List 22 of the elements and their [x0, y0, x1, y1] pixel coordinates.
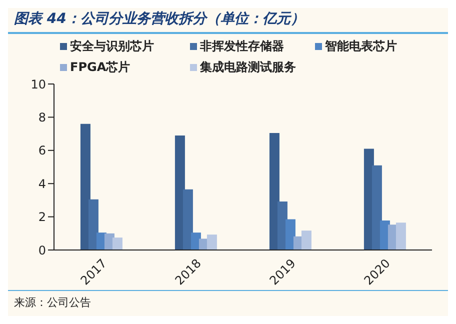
y-tick-label: 6	[38, 144, 46, 158]
bar	[206, 234, 217, 250]
chart-title: 图表 44：公司分业务营收拆分（单位：亿元）	[8, 8, 448, 34]
y-tick-label: 0	[38, 243, 46, 258]
legend-label: 集成电路测试服务	[200, 59, 296, 76]
y-tick-label: 8	[38, 110, 46, 124]
bar	[396, 222, 406, 250]
legend-label: 智能电表芯片	[325, 38, 397, 55]
bar	[372, 165, 382, 250]
bar	[112, 238, 122, 250]
bar	[269, 132, 280, 250]
bar	[301, 230, 312, 250]
y-tick-label: 2	[38, 210, 46, 224]
legend-label: 非挥发性存储器	[200, 38, 284, 55]
bar	[182, 189, 193, 250]
bar	[80, 124, 90, 250]
legend-label: FPGA芯片	[70, 59, 130, 76]
bar	[88, 199, 98, 250]
y-tick-label: 10	[30, 77, 46, 92]
legend-label: 安全与识别芯片	[70, 38, 154, 55]
source-note: 来源：公司公告	[14, 296, 91, 309]
y-tick-label: 4	[38, 176, 46, 191]
